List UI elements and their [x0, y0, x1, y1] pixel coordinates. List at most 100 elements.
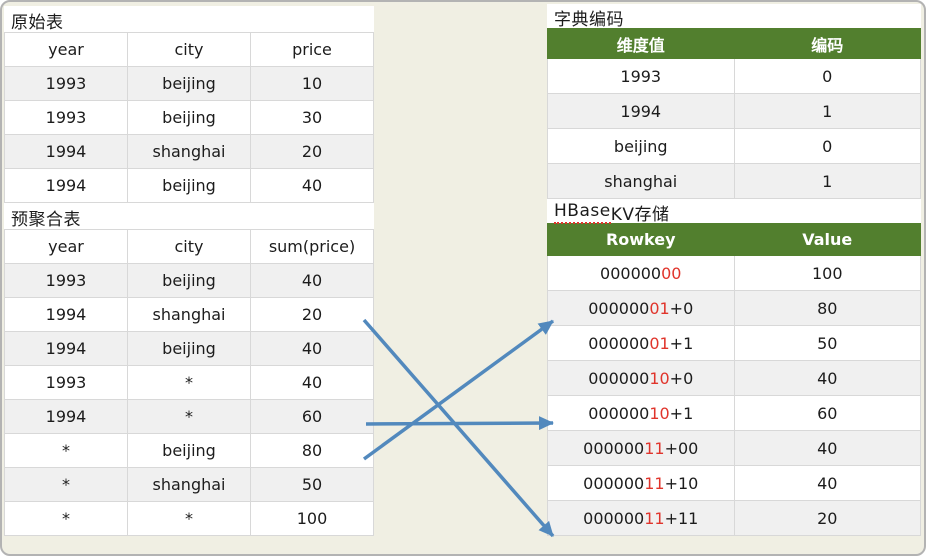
column-header: year [4, 229, 128, 264]
table-cell: 00000010+0 [547, 360, 735, 396]
rowkey-code-bits: 01 [649, 333, 670, 353]
table-row: 1993 beijing 40 [4, 263, 374, 298]
table-cell: shanghai [127, 134, 251, 169]
column-header: sum(price) [250, 229, 374, 264]
table-cell: beijing [127, 66, 251, 101]
table-cell: 00000011+10 [547, 465, 735, 501]
table-cell: 1993 [547, 58, 735, 94]
rowkey-text: 000000 [588, 368, 650, 388]
table-row: 00000011+10 40 [547, 465, 921, 501]
column-header: 维度值 [547, 28, 735, 59]
rowkey-code-bits: 10 [649, 403, 670, 423]
table-cell: 00000010+1 [547, 395, 735, 431]
table-cell: * [127, 365, 251, 400]
header-row: year city price [4, 32, 374, 67]
table-row: 1994 shanghai 20 [4, 134, 374, 169]
header-row: 维度值 编码 [547, 28, 921, 59]
table-cell: 1994 [4, 134, 128, 169]
table-cell: 00000000 [547, 255, 735, 291]
table-cell: 0 [733, 128, 921, 164]
rowkey-code-bits: 11 [644, 473, 665, 493]
header-row: Rowkey Value [547, 223, 921, 256]
table-cell: 60 [250, 399, 374, 434]
rowkey-text: +1 [669, 403, 694, 423]
column-header: Rowkey [547, 223, 735, 256]
left-panel: 原始表 year city price 1993 beijing 10 1993 beiji… [4, 6, 374, 536]
mapping-arrow [362, 318, 555, 538]
table-cell: beijing [127, 331, 251, 366]
table-cell: 40 [250, 263, 374, 298]
rowkey-text: 000000 [583, 438, 645, 458]
table-row: 1994 beijing 40 [4, 331, 374, 366]
table-row: 00000010+1 60 [547, 395, 921, 431]
rowkey-code-bits: 11 [644, 508, 665, 528]
rowkey-text: +0 [669, 298, 694, 318]
table-row: 00000001+0 80 [547, 290, 921, 326]
column-header: city [127, 32, 251, 67]
rowkey-text: 000000 [583, 508, 645, 528]
table-cell: 10 [250, 66, 374, 101]
hbase-word: HBase [554, 201, 611, 224]
table-cell: 50 [250, 467, 374, 502]
table-row: shanghai 1 [547, 163, 921, 199]
table-row: 1993 * 40 [4, 365, 374, 400]
table-row: 00000010+0 40 [547, 360, 921, 396]
mapping-arrow [365, 416, 554, 431]
table-cell: * [4, 501, 128, 536]
table-cell: 20 [250, 297, 374, 332]
table-cell: 00000001+0 [547, 290, 735, 326]
table-cell: 100 [733, 255, 921, 291]
table-row: beijing 0 [547, 128, 921, 164]
rowkey-text: 000000 [600, 263, 662, 283]
column-header: year [4, 32, 128, 67]
original-table: year city price 1993 beijing 10 1993 beijing 30… [4, 32, 374, 203]
rowkey-code-bits: 01 [649, 298, 670, 318]
table-cell: 1993 [4, 66, 128, 101]
rowkey-code-bits: 10 [649, 368, 670, 388]
right-panel: 字典编码 维度值 编码 1993 0 1994 1 beijing 0 shanghai 1 H… [547, 4, 921, 536]
table-cell: 1994 [4, 297, 128, 332]
table-cell: 00000001+1 [547, 325, 735, 361]
header-row: year city sum(price) [4, 229, 374, 264]
preagg-table: year city sum(price) 1993 beijing 40 1994 shan… [4, 229, 374, 536]
table-cell: 0 [733, 58, 921, 94]
table-cell: 1 [733, 163, 921, 199]
rowkey-text: +1 [669, 333, 694, 353]
table-row: 00000011+11 20 [547, 500, 921, 536]
table-row: * * 100 [4, 501, 374, 536]
table-cell: 40 [250, 365, 374, 400]
table-cell: 1993 [4, 100, 128, 135]
table-cell: 40 [250, 168, 374, 203]
table-row: * shanghai 50 [4, 467, 374, 502]
table-cell: beijing [127, 433, 251, 468]
table-cell: 80 [733, 290, 921, 326]
column-header: Value [733, 223, 921, 256]
table-cell: 50 [733, 325, 921, 361]
table-cell: beijing [127, 100, 251, 135]
table-row: 00000001+1 50 [547, 325, 921, 361]
table-cell: shanghai [127, 467, 251, 502]
table-row: 1994 * 60 [4, 399, 374, 434]
table-cell: 40 [733, 360, 921, 396]
table-cell: 1994 [547, 93, 735, 129]
table-cell: shanghai [547, 163, 735, 199]
table-row: 00000011+00 40 [547, 430, 921, 466]
hbase-title-rest: KV存储 [610, 204, 670, 225]
rowkey-text: 000000 [583, 473, 645, 493]
rowkey-text: +0 [669, 368, 694, 388]
table-cell: 40 [733, 465, 921, 501]
original-table-title: 原始表 [4, 6, 374, 33]
table-row: 1994 beijing 40 [4, 168, 374, 203]
table-row: 00000000 100 [547, 255, 921, 291]
table-cell: * [127, 501, 251, 536]
rowkey-text: 000000 [588, 298, 650, 318]
column-header: city [127, 229, 251, 264]
table-row: 1994 1 [547, 93, 921, 129]
table-cell: 1994 [4, 399, 128, 434]
dict-table-title: 字典编码 [547, 4, 921, 30]
table-cell: 100 [250, 501, 374, 536]
table-cell: beijing [127, 263, 251, 298]
table-cell: 00000011+11 [547, 500, 735, 536]
column-header: price [250, 32, 374, 67]
